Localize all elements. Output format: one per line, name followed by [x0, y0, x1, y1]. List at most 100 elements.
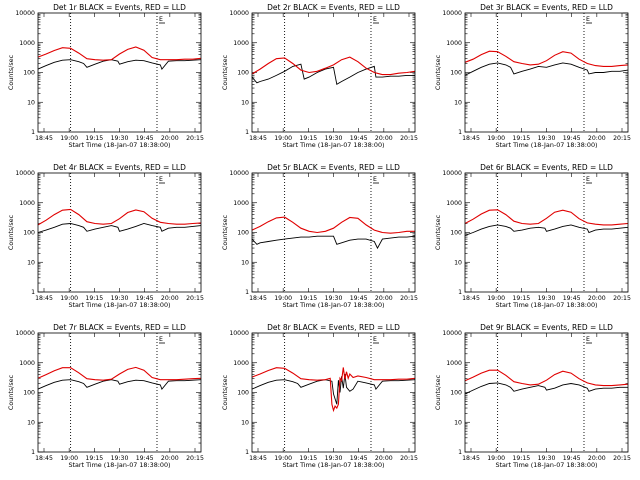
- panel-6-series-events: [464, 224, 629, 236]
- panel-7-xlabel: Start Time (18-Jan-07 18:38:00): [68, 461, 170, 469]
- panel-7-marker-label: E: [159, 336, 163, 343]
- panel-7-series-lld: [37, 366, 202, 381]
- panel-6-xtick-label: 20:00: [588, 295, 606, 302]
- panel-1-ytick-label: 10000: [15, 10, 35, 17]
- panel-5-ytick-label: 10: [241, 259, 249, 266]
- panel-5-xtick-label: 19:30: [325, 295, 343, 302]
- panel-3-xtick-label: 20:15: [613, 135, 631, 142]
- panel-3-title: Det 3r BLACK = Events, RED = LLD: [480, 3, 613, 12]
- panel-1-ytick-label: 100: [23, 70, 35, 77]
- panel-8-xtick-label: 20:00: [375, 455, 393, 462]
- panel-4-marker-label: E: [159, 176, 163, 183]
- panel-1-ylabel: Counts/sec: [7, 54, 15, 90]
- panel-8-ytick-label: 1: [245, 449, 249, 456]
- panel-7-frame: [37, 332, 202, 453]
- panel-5-xtick-label: 20:15: [400, 295, 418, 302]
- panel-2-title: Det 2r BLACK = Events, RED = LLD: [267, 3, 400, 12]
- panel-5-series-lld: [251, 216, 415, 234]
- panel-1-marker-label: E: [159, 16, 163, 23]
- panel-6-xlabel: Start Time (18-Jan-07 18:38:00): [495, 301, 597, 309]
- panel-2-xtick-label: 19:45: [350, 135, 368, 142]
- panel-7-series-events: [37, 379, 202, 390]
- panel-5-frame: [251, 172, 416, 293]
- panel-2: Det 2r BLACK = Events, RED = LLD 1 10 100 10…: [221, 3, 418, 149]
- panel-6-xtick-label: 19:15: [512, 295, 530, 302]
- panel-9-ytick-label: 1: [458, 449, 462, 456]
- panel-8-xtick-label: 19:00: [274, 455, 292, 462]
- panel-3-ytick-label: 10000: [442, 10, 462, 17]
- panel-4-xtick-label: 20:00: [161, 295, 179, 302]
- panel-1-ytick-label: 10: [27, 99, 35, 106]
- panel-1-xtick-label: 20:15: [186, 135, 204, 142]
- panel-7: Det 7r BLACK = Events, RED = LLD 1 10 100 10…: [7, 323, 204, 469]
- panel-8-xtick-label: 18:45: [249, 455, 267, 462]
- panel-3-xtick-label: 19:30: [538, 135, 556, 142]
- panel-9-ytick-label: 1000: [446, 360, 462, 367]
- panel-7-xtick-label: 19:30: [111, 455, 129, 462]
- panel-4-series-events: [37, 223, 202, 233]
- panel-2-xtick-label: 20:15: [400, 135, 418, 142]
- panel-3-series-lld: [464, 50, 629, 67]
- panel-4-frame: [37, 172, 202, 293]
- panel-8-xtick-label: 19:45: [350, 455, 368, 462]
- panel-6-ytick-label: 10: [454, 259, 462, 266]
- panel-1-xtick-label: 19:45: [136, 135, 154, 142]
- panel-5-xtick-label: 19:00: [274, 295, 292, 302]
- panel-9-xtick-label: 20:00: [588, 455, 606, 462]
- panel-1-xtick-label: 19:30: [111, 135, 129, 142]
- panel-3-frame: [464, 12, 629, 133]
- panel-6-ytick-label: 10000: [442, 170, 462, 177]
- panel-9-marker-label: E: [586, 336, 590, 343]
- panel-8-xtick-label: 19:30: [325, 455, 343, 462]
- panel-6-ytick-label: 1: [458, 289, 462, 296]
- panel-5-title: Det 5r BLACK = Events, RED = LLD: [267, 163, 400, 172]
- panel-2-ytick-label: 10: [241, 99, 249, 106]
- panel-5-series-events: [251, 235, 416, 250]
- panel-8-ytick-label: 1000: [233, 360, 249, 367]
- panel-2-xlabel: Start Time (18-Jan-07 18:38:00): [282, 141, 384, 149]
- panel-2-xtick-label: 19:15: [299, 135, 317, 142]
- panel-9-xtick-label: 18:45: [462, 455, 480, 462]
- panel-5-xtick-label: 18:45: [249, 295, 267, 302]
- panel-4-ylabel: Counts/sec: [7, 214, 15, 250]
- panel-8-marker-label: E: [373, 336, 377, 343]
- panel-8-ytick-label: 100: [237, 390, 249, 397]
- panel-2-frame: [251, 12, 416, 133]
- panel-9-title: Det 9r BLACK = Events, RED = LLD: [480, 323, 613, 332]
- panel-3: Det 3r BLACK = Events, RED = LLD 1 10 100 10…: [434, 3, 631, 149]
- panel-8-ytick-label: 10000: [229, 330, 249, 337]
- panel-1-xtick-label: 18:45: [35, 135, 53, 142]
- panel-8: Det 8r BLACK = Events, RED = LLD 1 10 100 10…: [221, 323, 418, 469]
- panel-2-ytick-label: 1: [245, 129, 249, 136]
- panel-5-ytick-label: 10000: [229, 170, 249, 177]
- panel-8-frame: [251, 332, 416, 453]
- panel-4: Det 4r BLACK = Events, RED = LLD 1 10 100 10…: [7, 163, 204, 309]
- panel-9-ytick-label: 10: [454, 419, 462, 426]
- panel-5-ytick-label: 1000: [233, 200, 249, 207]
- panel-7-xtick-label: 19:45: [136, 455, 154, 462]
- panel-2-series-events: [251, 63, 415, 86]
- panel-9-ytick-label: 100: [450, 390, 462, 397]
- panel-6-series-lld: [464, 209, 629, 226]
- panel-2-ytick-label: 10000: [229, 10, 249, 17]
- panel-2-marker-label: E: [373, 16, 377, 23]
- panel-8-xtick-label: 20:15: [400, 455, 418, 462]
- panel-5-xtick-label: 19:45: [350, 295, 368, 302]
- panel-6-title: Det 6r BLACK = Events, RED = LLD: [480, 163, 613, 172]
- panel-6-xtick-label: 19:00: [487, 295, 505, 302]
- panel-7-xtick-label: 20:00: [161, 455, 179, 462]
- panel-7-xtick-label: 18:45: [35, 455, 53, 462]
- panel-9-series-lld: [464, 369, 629, 387]
- panel-9-frame: [464, 332, 629, 453]
- panel-9: Det 9r BLACK = Events, RED = LLD 1 10 100 10…: [434, 323, 631, 469]
- panel-1: Det 1r BLACK = Events, RED = LLD 1 10 100 10…: [7, 3, 204, 149]
- panel-1-xtick-label: 19:00: [60, 135, 78, 142]
- panel-3-ytick-label: 1: [458, 129, 462, 136]
- panel-4-ytick-label: 10: [27, 259, 35, 266]
- panel-9-ytick-label: 10000: [442, 330, 462, 337]
- panel-3-xtick-label: 19:15: [512, 135, 530, 142]
- panel-4-ytick-label: 1000: [19, 200, 35, 207]
- panel-5-xtick-label: 20:00: [375, 295, 393, 302]
- panel-4-xtick-label: 19:30: [111, 295, 129, 302]
- panel-6-xtick-label: 19:45: [563, 295, 581, 302]
